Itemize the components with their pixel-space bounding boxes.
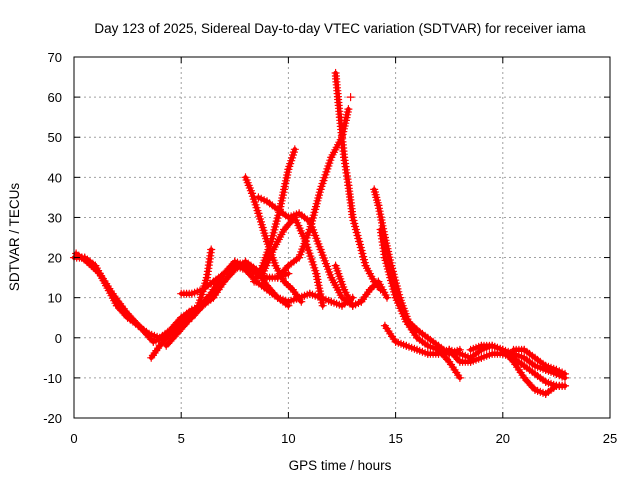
series-arc-14 (370, 185, 464, 358)
data-point (353, 231, 362, 240)
series-arc-15 (376, 225, 464, 382)
data-point (382, 293, 392, 302)
data-point (207, 245, 216, 254)
series-arc-16 (380, 321, 570, 382)
x-axis-label: GPS time / hours (289, 458, 392, 473)
y-tick-label: 10 (48, 291, 62, 306)
data-point (355, 240, 365, 249)
data-point (560, 381, 570, 390)
series-arc-19 (509, 345, 570, 378)
y-tick-label: 50 (48, 130, 62, 145)
series-arc-9 (254, 193, 357, 310)
data-point (356, 243, 365, 252)
x-tick-label: 20 (496, 431, 510, 446)
x-tick-label: 15 (388, 431, 402, 446)
chart-title: Day 123 of 2025, Sidereal Day-to-day VTE… (94, 21, 586, 36)
data-point (355, 237, 364, 246)
series-arc-12 (331, 68, 385, 294)
data-point (348, 213, 357, 222)
series-arc-6 (209, 257, 357, 310)
series-arc-4 (162, 245, 216, 350)
data-point (351, 225, 360, 234)
data-point (358, 249, 367, 258)
y-tick-label: 30 (48, 210, 62, 225)
y-tick-label: -20 (43, 411, 62, 426)
y-tick-label: 20 (48, 251, 62, 266)
data-point (322, 167, 331, 176)
y-tick-label: 0 (55, 331, 62, 346)
axis-ticks: 0 5 10 15 20 25 -20 -10 0 10 20 30 40 50 60 70 (43, 50, 617, 446)
x-tick-label: 25 (603, 431, 617, 446)
data-point (455, 373, 464, 382)
data-point (318, 301, 327, 310)
y-tick-label: 70 (48, 50, 62, 65)
x-tick-label: 0 (70, 431, 77, 446)
series-arc-7 (241, 173, 306, 306)
x-tick-label: 10 (281, 431, 295, 446)
data-point (316, 185, 325, 194)
data-point (352, 228, 361, 237)
series-arc-13 (331, 261, 392, 310)
data-point (344, 105, 353, 114)
data-point (354, 234, 363, 243)
data-point (351, 222, 360, 231)
data-point (346, 93, 355, 102)
data-point (359, 252, 368, 261)
series-arc-10 (258, 213, 327, 310)
data-point (297, 297, 306, 306)
data-point (560, 369, 570, 378)
plot-frame (73, 56, 611, 419)
data-point (357, 246, 366, 255)
series-arc-18 (466, 341, 570, 398)
data-point (360, 258, 369, 267)
data-point (290, 145, 299, 154)
y-tick-label: 60 (48, 90, 62, 105)
data-point (350, 219, 359, 228)
y-axis-label: SDTVAR / TECUs (7, 183, 22, 292)
data-point (359, 255, 369, 264)
data-point (284, 269, 293, 278)
y-tick-label: -10 (43, 371, 62, 386)
x-tick-label: 5 (178, 431, 185, 446)
data-point (309, 260, 318, 269)
y-tick-label: 40 (48, 170, 62, 185)
data-point (269, 228, 278, 237)
data-series (69, 68, 570, 398)
data-point (349, 216, 358, 225)
